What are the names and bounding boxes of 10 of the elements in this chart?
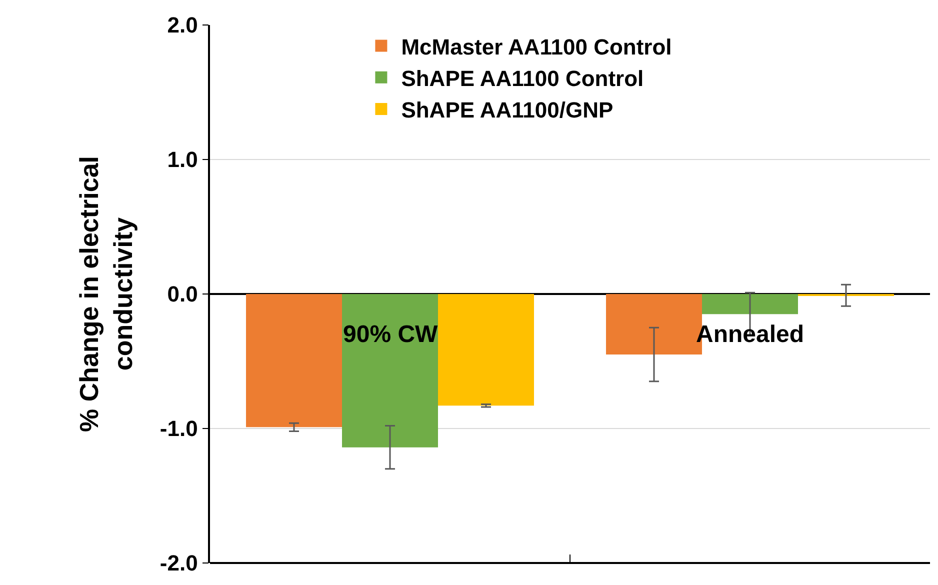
legend-label: ShAPE AA1100 Control <box>401 66 644 91</box>
x-tick-label: 90% CW <box>343 321 438 348</box>
y-tick-label: 1.0 <box>167 147 198 172</box>
y-axis-title: % Change in electrical conductivity <box>74 156 138 432</box>
legend-label: ShAPE AA1100/GNP <box>401 98 614 123</box>
y-tick-label: 2.0 <box>167 12 198 38</box>
legend-label: McMaster AA1100 Control <box>401 34 672 60</box>
y-tick-label: -2.0 <box>160 550 198 576</box>
y-tick-label: 0.0 <box>167 282 198 307</box>
y-tick-label: -1.0 <box>160 416 198 442</box>
